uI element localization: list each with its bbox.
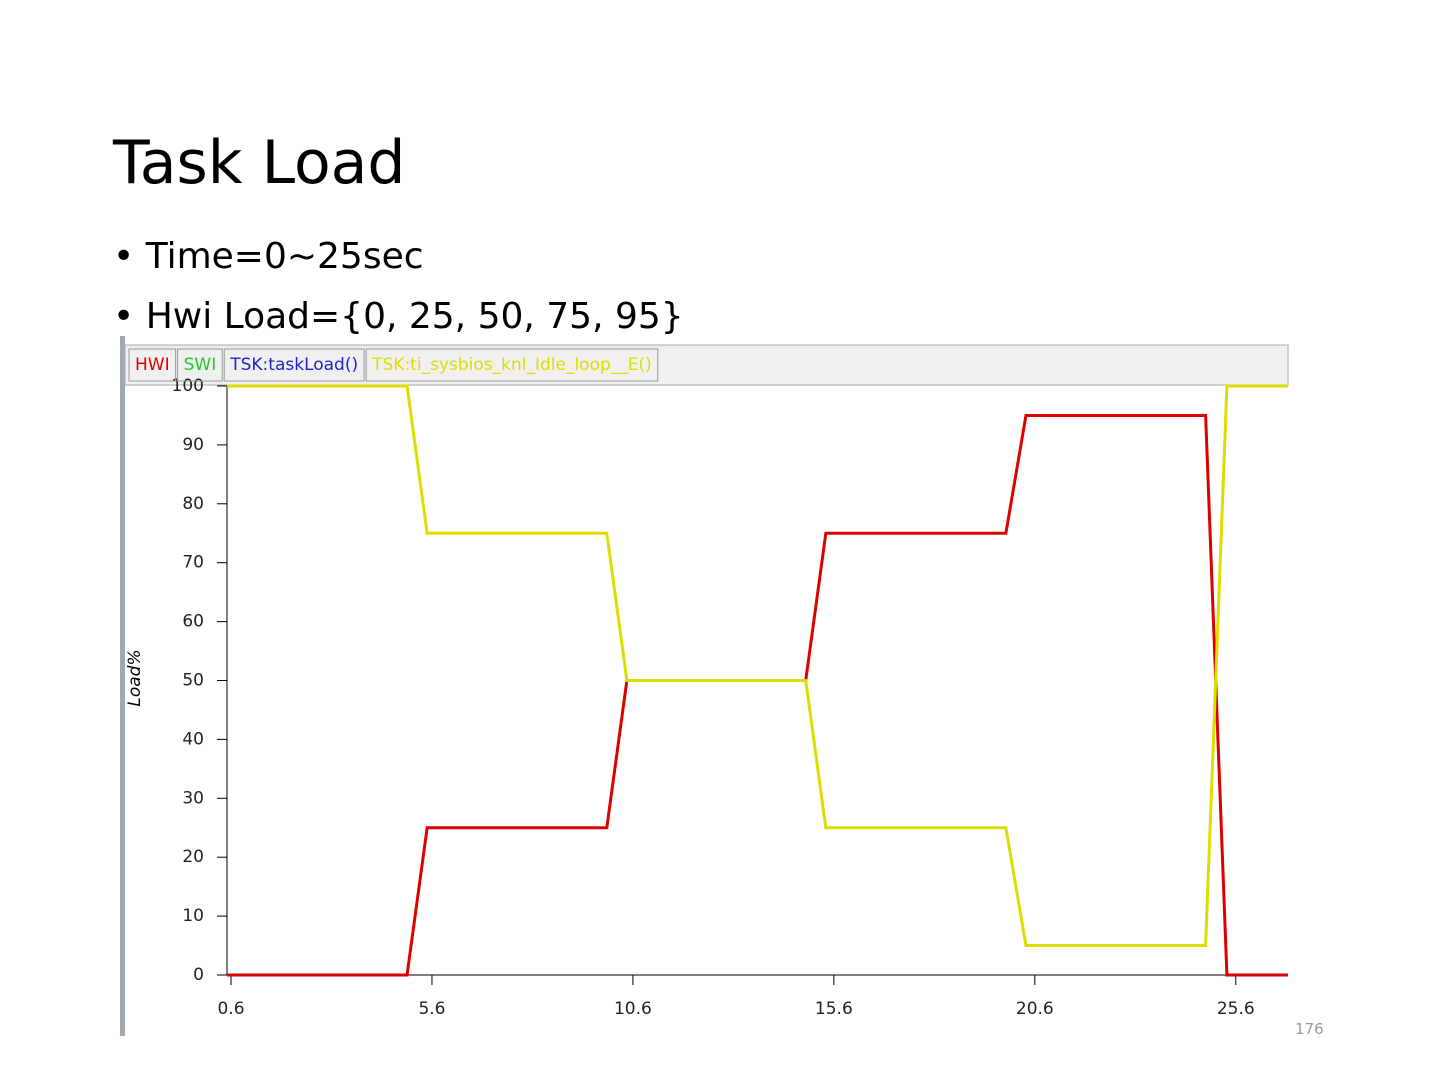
legend-tab <box>177 348 223 382</box>
legend-tab <box>365 348 659 382</box>
legend-tab <box>128 348 177 382</box>
y-tick-label: 0 <box>193 965 204 985</box>
x-tick-label: 0.6 <box>217 999 244 1019</box>
frame-edge <box>120 336 125 1036</box>
bullet-text: Time=0~25sec <box>145 236 424 277</box>
tab-bar <box>124 344 1289 386</box>
x-tick-label: 15.6 <box>815 999 853 1019</box>
x-tick-label: 25.6 <box>1217 999 1255 1019</box>
y-axis-label: Load% <box>125 649 145 706</box>
y-tick-label: 50 <box>182 671 204 691</box>
legend-tab <box>223 348 365 382</box>
x-tick-label: 5.6 <box>418 999 445 1019</box>
y-tick-label: 20 <box>182 847 204 867</box>
y-tick-label: 40 <box>182 729 204 749</box>
y-tick-label: 80 <box>182 494 204 514</box>
series-line <box>227 413 1288 977</box>
bullet: • Hwi Load={0, 25, 50, 75, 95} <box>113 296 684 337</box>
y-tick-label: 90 <box>182 435 204 455</box>
bullet: • Time=0~25sec <box>113 236 424 277</box>
legend-entry: SWI <box>184 355 217 375</box>
series-line <box>227 384 1288 948</box>
slide-title: Task Load <box>113 128 406 198</box>
x-tick-label: 20.6 <box>1016 999 1054 1019</box>
chart-frame <box>120 336 1288 1036</box>
y-tick-label: 30 <box>182 788 204 808</box>
page-number: 176 <box>1295 1020 1324 1038</box>
y-tick-label: 10 <box>182 906 204 926</box>
y-tick-label: 60 <box>182 612 204 632</box>
bullet-text: Hwi Load={0, 25, 50, 75, 95} <box>145 296 684 337</box>
x-tick-label: 10.6 <box>614 999 652 1019</box>
legend-entry: HWI <box>135 355 170 375</box>
y-tick-label: 100 <box>172 376 204 396</box>
legend-entry: TSK:taskLoad() <box>229 355 358 375</box>
y-tick-label: 70 <box>182 553 204 573</box>
legend-entry: TSK:ti_sysbios_knl_Idle_loop__E() <box>371 355 652 375</box>
